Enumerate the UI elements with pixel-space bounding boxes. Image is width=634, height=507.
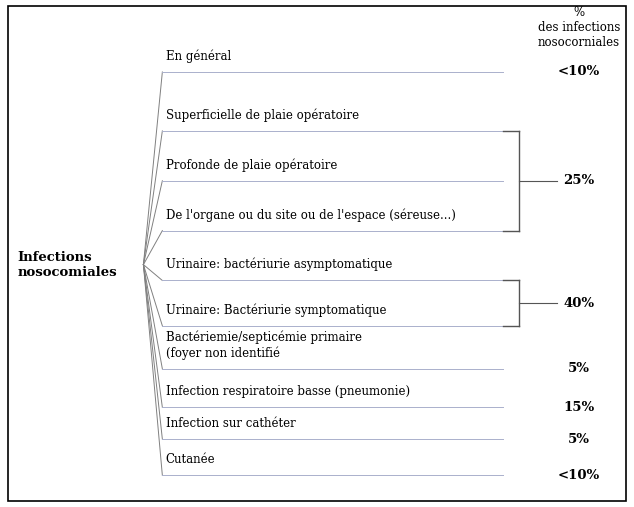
Text: 5%: 5% — [568, 432, 590, 446]
Text: Superficielle de plaie opératoire: Superficielle de plaie opératoire — [165, 108, 359, 122]
Text: 25%: 25% — [564, 174, 595, 187]
Text: Cutanée: Cutanée — [165, 453, 215, 466]
Text: <10%: <10% — [558, 65, 600, 79]
Text: En général: En général — [165, 49, 231, 63]
Text: Urinaire: bactériurie asymptomatique: Urinaire: bactériurie asymptomatique — [165, 258, 392, 271]
Text: Profonde de plaie opératoire: Profonde de plaie opératoire — [165, 158, 337, 172]
Text: 15%: 15% — [564, 401, 595, 414]
Text: %
des infections
nosocorniales: % des infections nosocorniales — [538, 7, 620, 49]
Text: Infection respiratoire basse (pneumonie): Infection respiratoire basse (pneumonie) — [165, 385, 410, 399]
Text: 5%: 5% — [568, 363, 590, 375]
Text: Infection sur cathéter: Infection sur cathéter — [165, 417, 295, 430]
Text: De l'organe ou du site ou de l'espace (séreuse...): De l'organe ou du site ou de l'espace (s… — [165, 208, 455, 222]
Text: <10%: <10% — [558, 469, 600, 482]
Text: 40%: 40% — [564, 297, 595, 310]
Text: Infections
nosocomiales: Infections nosocomiales — [17, 250, 117, 279]
Text: Bactériemie/septicémie primaire
(foyer non identifié: Bactériemie/septicémie primaire (foyer n… — [165, 331, 361, 360]
Text: Urinaire: Bactériurie symptomatique: Urinaire: Bactériurie symptomatique — [165, 303, 386, 317]
